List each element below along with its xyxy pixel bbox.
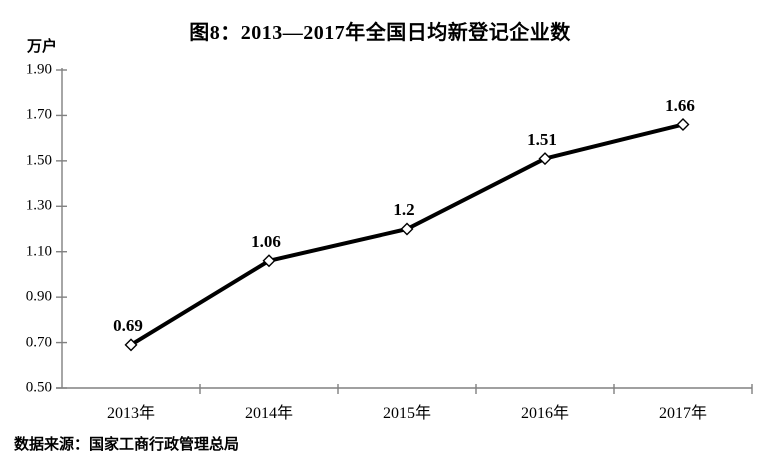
x-axis-tick-label: 2015年	[382, 405, 432, 422]
data-point-marker	[400, 222, 414, 236]
data-point-marker	[124, 338, 138, 352]
x-axis-tick-label: 2013年	[106, 405, 156, 422]
data-point-label: 1.66	[665, 95, 695, 115]
y-axis-tick-label: 0.90	[25, 288, 52, 305]
chart-title: 图8：2013—2017年全国日均新登记企业数	[189, 22, 571, 44]
y-axis-tick-label: 0.50	[25, 379, 52, 396]
data-point-marker	[262, 254, 276, 268]
data-point-marker	[538, 152, 552, 166]
y-axis-tick-label: 0.70	[25, 334, 52, 351]
data-point-label: 1.06	[251, 231, 281, 251]
y-axis-tick-label: 1.30	[25, 197, 52, 214]
x-axis-tick-label: 2017年	[658, 405, 708, 422]
data-point-label: 1.2	[393, 200, 415, 219]
y-axis-tick-label: 1.50	[25, 152, 52, 169]
y-axis-tick-label: 1.90	[25, 61, 52, 78]
data-point-marker	[676, 118, 690, 132]
y-axis-unit-label: 万户	[27, 39, 58, 55]
x-axis-tick-label: 2014年	[244, 405, 294, 422]
source-note: 数据来源：国家工商行政管理总局	[14, 437, 240, 453]
x-axis-tick-label: 2016年	[520, 405, 570, 422]
data-point-label: 1.51	[527, 129, 557, 149]
y-axis-tick-label: 1.70	[25, 106, 52, 123]
data-point-label: 0.69	[113, 315, 143, 335]
y-axis-tick-label: 1.10	[25, 243, 52, 260]
